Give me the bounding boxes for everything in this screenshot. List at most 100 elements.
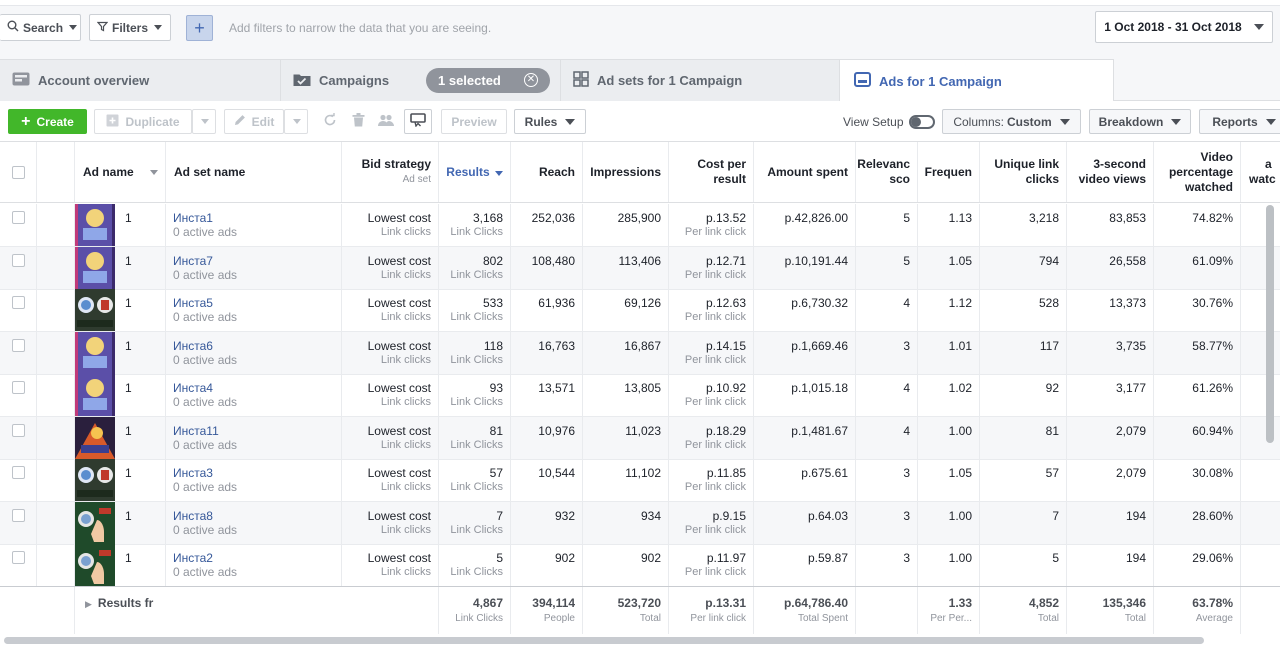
ad-preview-button[interactable] <box>404 109 432 134</box>
ad-thumbnail[interactable] <box>75 246 115 289</box>
table-row[interactable]: 1 Инста7 0 active ads Lowest cost Link click… <box>0 246 1280 290</box>
table-row[interactable]: 1 Инста4 0 active ads Lowest cost Link click… <box>0 374 1280 417</box>
tab-account-overview[interactable]: Account overview <box>0 59 282 101</box>
row-checkbox[interactable] <box>12 423 25 437</box>
ad-set-link[interactable]: Инста8 <box>173 508 213 523</box>
footer-label-cell[interactable]: ▶ Results fr <box>75 587 166 634</box>
header-bid-strategy[interactable]: Bid strategy Ad set <box>342 142 439 202</box>
header-label: Reach <box>538 164 575 179</box>
ad-thumbnail[interactable] <box>75 289 115 331</box>
audience-button[interactable] <box>372 109 400 134</box>
header-impressions[interactable]: Impressions <box>583 142 669 202</box>
header-relevance-score[interactable]: Relevanc sco <box>856 142 918 202</box>
selected-pill[interactable]: 1 selected ✕ <box>426 68 550 93</box>
vertical-scrollbar[interactable] <box>1266 205 1274 443</box>
ad-thumbnail[interactable] <box>75 544 115 586</box>
cell-value: Lowest cost <box>367 211 431 225</box>
ad-thumbnail[interactable] <box>75 331 115 374</box>
cell-value: p.13.52 <box>705 211 746 225</box>
row-checkbox[interactable] <box>12 211 25 224</box>
filter-icon <box>96 21 109 35</box>
ad-name-text[interactable]: 1 <box>125 381 132 395</box>
header-next-column[interactable]: a watc <box>1241 142 1280 202</box>
ad-set-link[interactable]: Инста6 <box>173 338 213 353</box>
ad-name-text[interactable]: 1 <box>125 423 132 438</box>
edit-menu-button[interactable] <box>284 109 308 134</box>
table-row[interactable]: 1 Инста8 0 active ads Lowest cost Link click… <box>0 501 1280 545</box>
ad-thumbnail[interactable] <box>75 204 115 246</box>
header-ad-name[interactable]: Ad name <box>75 142 166 202</box>
ad-set-link[interactable]: Инста1 <box>173 211 213 225</box>
header-cost-per-result[interactable]: Cost per result <box>669 142 754 202</box>
filters-button[interactable]: Filters <box>89 14 171 41</box>
footer-3s-video-views: 135,346 Total <box>1067 587 1154 634</box>
edit-button[interactable]: Edit <box>224 109 284 134</box>
ad-thumbnail[interactable] <box>75 459 115 501</box>
header-amount-spent[interactable]: Amount spent <box>754 142 856 202</box>
ad-set-link[interactable]: Инста11 <box>173 423 219 438</box>
ad-set-name-cell: Инста11 0 active ads <box>166 416 342 459</box>
rules-button[interactable]: Rules <box>514 109 586 134</box>
header-unique-link-clicks[interactable]: Unique link clicks <box>980 142 1067 202</box>
view-setup-toggle[interactable] <box>909 115 935 129</box>
table-row[interactable]: 1 Инста2 0 active ads Lowest cost Link click… <box>0 544 1280 587</box>
add-filter-button[interactable]: + <box>186 15 213 41</box>
select-all-checkbox[interactable] <box>12 166 25 179</box>
table-row[interactable]: 1 Инста1 0 active ads Lowest cost Link click… <box>0 204 1280 247</box>
row-checkbox[interactable] <box>12 338 25 352</box>
header-3s-video-views[interactable]: 3-second video views <box>1067 142 1154 202</box>
horizontal-scrollbar[interactable] <box>4 637 1204 644</box>
table-row[interactable]: 1 Инста11 0 active ads Lowest cost Link clic… <box>0 416 1280 460</box>
row-checkbox[interactable] <box>12 466 25 479</box>
ad-name-text[interactable]: 1 <box>125 551 132 565</box>
date-range-label: 1 Oct 2018 - 31 Oct 2018 <box>1104 20 1242 34</box>
date-range-picker[interactable]: 1 Oct 2018 - 31 Oct 2018 <box>1095 11 1273 43</box>
header-ad-set-name[interactable]: Ad set name <box>166 142 342 202</box>
ad-name-text[interactable]: 1 <box>125 466 132 480</box>
ad-name-text[interactable]: 1 <box>125 508 132 523</box>
preview-button[interactable]: Preview <box>441 109 507 134</box>
create-button[interactable]: + Create <box>8 109 87 134</box>
header-label: clicks <box>1025 172 1059 186</box>
row-checkbox[interactable] <box>12 508 25 522</box>
cell-value: 932 <box>554 508 575 523</box>
reports-button[interactable]: Reports <box>1199 109 1280 134</box>
results-cell: 118 Link Clicks <box>439 331 511 374</box>
ad-set-link[interactable]: Инста3 <box>173 466 213 480</box>
ad-set-link[interactable]: Инста5 <box>173 296 213 310</box>
row-checkbox[interactable] <box>12 551 25 564</box>
ad-name-text[interactable]: 1 <box>125 338 132 353</box>
ad-set-link[interactable]: Инста7 <box>173 253 213 268</box>
duplicate-button[interactable]: Duplicate <box>94 109 192 134</box>
header-reach[interactable]: Reach <box>511 142 583 202</box>
table-row[interactable]: 1 Инста5 0 active ads Lowest cost Link click… <box>0 289 1280 332</box>
header-results[interactable]: Results <box>439 142 511 202</box>
ad-name-text[interactable]: 1 <box>125 253 132 268</box>
table-row[interactable]: 1 Инста6 0 active ads Lowest cost Link click… <box>0 331 1280 375</box>
ad-thumbnail[interactable] <box>75 416 115 459</box>
row-checkbox[interactable] <box>12 253 25 267</box>
ad-thumbnail[interactable] <box>75 501 115 544</box>
breakdown-button[interactable]: Breakdown <box>1089 109 1191 134</box>
header-frequency[interactable]: Frequen <box>918 142 980 202</box>
columns-button[interactable]: Columns: Custom <box>942 109 1081 134</box>
ad-set-link[interactable]: Инста4 <box>173 381 213 395</box>
row-checkbox[interactable] <box>12 296 25 309</box>
filter-placeholder[interactable]: Add filters to narrow the data that you … <box>229 21 492 35</box>
cost-per-result-cell: p.9.15 Per link click <box>669 501 754 544</box>
tab-ad-sets[interactable]: Ad sets for 1 Campaign <box>560 59 842 101</box>
search-button[interactable]: Search <box>0 14 81 41</box>
ad-name-text[interactable]: 1 <box>125 211 132 225</box>
ad-thumbnail[interactable] <box>75 374 115 416</box>
cell-value: p.1,015.18 <box>791 381 848 395</box>
duplicate-menu-button[interactable] <box>192 109 216 134</box>
ad-set-link[interactable]: Инста2 <box>173 551 213 565</box>
refresh-button[interactable] <box>316 109 344 134</box>
table-row[interactable]: 1 Инста3 0 active ads Lowest cost Link click… <box>0 459 1280 502</box>
header-video-percentage-watched[interactable]: Video percentage watched <box>1154 142 1241 202</box>
ad-name-text[interactable]: 1 <box>125 296 132 310</box>
tab-ads[interactable]: Ads for 1 Campaign <box>839 59 1114 102</box>
clear-selection-icon[interactable]: ✕ <box>524 73 538 87</box>
delete-button[interactable] <box>344 109 372 134</box>
row-checkbox[interactable] <box>12 381 25 394</box>
